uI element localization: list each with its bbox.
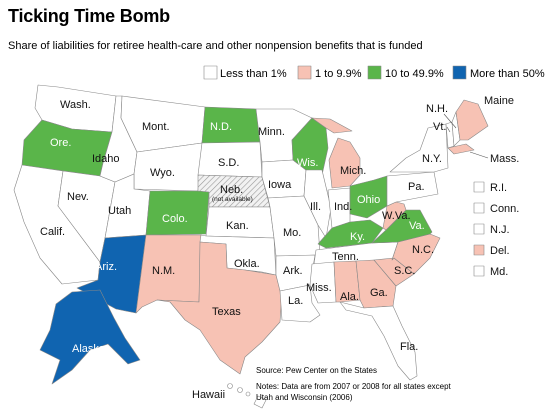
label-del: Del. — [490, 245, 510, 257]
label-sc: S.C. — [394, 265, 415, 277]
state-ky — [317, 219, 384, 249]
legend-swatch-more-than-50 — [452, 65, 467, 80]
legend-label-less-than-1: Less than 1% — [220, 68, 287, 80]
label-utah: Utah — [108, 205, 131, 217]
label-ohio: Ohio — [357, 194, 380, 206]
notes-line-2: Utah and Wisconsin (2006) — [256, 393, 353, 402]
label-ill: Ill. — [310, 201, 321, 213]
label-fla: Fla. — [400, 341, 418, 353]
legend-label-1-to-9-9: 1 to 9.9% — [315, 68, 362, 80]
swatch-ri — [473, 181, 485, 193]
label-texas: Texas — [212, 306, 241, 318]
label-wis: Wis. — [297, 157, 318, 169]
legend-label-10-to-49-9: 10 to 49.9% — [385, 68, 444, 80]
label-nc: N.C. — [412, 244, 434, 256]
state-ala — [333, 260, 361, 303]
leader-lines — [443, 113, 489, 159]
state-pa — [386, 171, 439, 207]
label-va: Va. — [409, 220, 425, 232]
state-wyo — [133, 142, 203, 192]
label-ga: Ga. — [370, 287, 388, 299]
label-vt: Vt. — [433, 121, 446, 133]
label-ind: Ind. — [334, 201, 352, 213]
label-sd: S.D. — [218, 157, 239, 169]
legend-swatch-less-than-1 — [203, 65, 218, 80]
state-alaska — [39, 289, 141, 385]
state-hawaii — [227, 383, 267, 409]
label-kan: Kan. — [226, 220, 249, 232]
swatch-conn — [473, 202, 485, 214]
label-nm: N.M. — [152, 265, 175, 277]
label-hawaii: Hawaii — [192, 389, 225, 401]
label-neb-note: (not available) — [212, 196, 253, 203]
state-texas — [156, 241, 283, 375]
label-nh: N.H. — [426, 103, 448, 115]
state-miss — [309, 261, 337, 304]
label-nd: N.D. — [210, 121, 232, 133]
label-ky: Ky. — [350, 231, 365, 243]
label-nev: Nev. — [67, 191, 89, 203]
label-minn: Minn. — [258, 126, 285, 138]
label-wyo: Wyo. — [150, 167, 175, 179]
label-ny: N.Y. — [422, 153, 442, 165]
label-ri: R.I. — [490, 182, 507, 194]
label-conn: Conn. — [490, 203, 519, 215]
legend: Less than 1% 1 to 9.9% 10 to 49.9% More … — [203, 65, 545, 80]
label-neb: Neb. — [220, 184, 243, 196]
label-wash: Wash. — [60, 99, 91, 111]
label-md: Md. — [490, 266, 508, 278]
state-mich — [328, 137, 361, 189]
label-ore: Ore. — [50, 137, 71, 149]
state-ny — [389, 123, 449, 173]
label-miss: Miss. — [306, 282, 332, 294]
swatch-del — [473, 244, 485, 256]
label-colo: Colo. — [162, 213, 188, 225]
notes-line-1: Notes: Data are from 2007 or 2008 for al… — [256, 382, 451, 391]
map-subtitle: Share of liabilities for retiree health-… — [8, 40, 423, 52]
label-wva: W.Va. — [382, 210, 411, 222]
state-colo — [145, 190, 210, 236]
swatch-nj — [473, 223, 485, 235]
label-mich: Mich. — [340, 165, 366, 177]
map-title: Ticking Time Bomb — [8, 6, 170, 26]
label-la: La. — [288, 295, 303, 307]
label-nj: N.J. — [490, 224, 510, 236]
label-ariz: Ariz. — [95, 261, 117, 273]
label-okla: Okla. — [234, 258, 260, 270]
label-alaska: Alaska — [72, 343, 106, 355]
legend-swatch-10-to-49-9 — [367, 65, 382, 80]
label-calif: Calif. — [40, 226, 65, 238]
legend-label-more-than-50: More than 50% — [470, 68, 545, 80]
legend-swatch-1-to-9-9 — [297, 65, 312, 80]
label-tenn: Tenn. — [332, 251, 359, 263]
label-maine: Maine — [484, 95, 514, 107]
swatch-md — [473, 265, 485, 277]
state-maine — [455, 99, 489, 141]
small-states-key: R.I. Conn. N.J. Del. Md. — [473, 181, 519, 278]
label-ala: Ala. — [340, 291, 359, 303]
label-pa: Pa. — [408, 181, 425, 193]
state-mass — [447, 143, 475, 155]
label-iowa: Iowa — [268, 179, 292, 191]
label-mont: Mont. — [142, 121, 170, 133]
label-idaho: Idaho — [92, 153, 120, 165]
state-mich-up — [311, 117, 353, 134]
state-fla — [339, 301, 418, 381]
source-note: Source: Pew Center on the States — [256, 366, 377, 375]
label-mo: Mo. — [283, 227, 301, 239]
label-mass: Mass. — [490, 153, 519, 165]
label-ark: Ark. — [283, 265, 303, 277]
